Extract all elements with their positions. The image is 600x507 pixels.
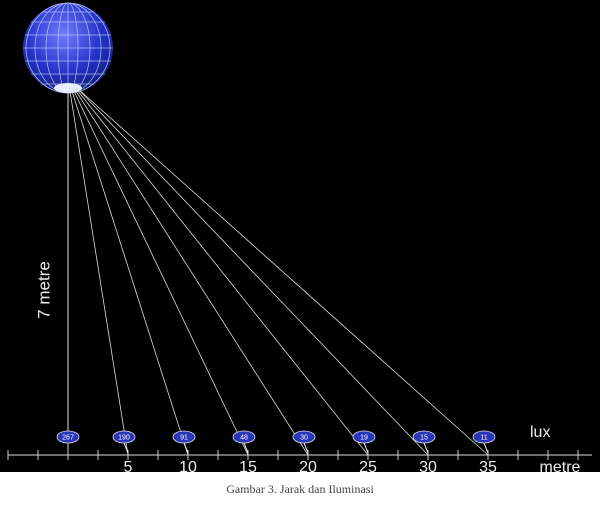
lux-value: 15 bbox=[420, 434, 428, 441]
lux-oval bbox=[172, 430, 196, 444]
distance-label: 30 bbox=[419, 459, 437, 476]
light-ray bbox=[76, 87, 489, 456]
distance-label: 5 bbox=[124, 459, 133, 476]
height-label: 7 metre bbox=[34, 261, 53, 319]
lux-oval bbox=[232, 430, 256, 444]
light-ray bbox=[75, 87, 369, 456]
light-ray bbox=[73, 87, 309, 456]
arrow bbox=[183, 442, 189, 454]
lux-value: 190 bbox=[118, 434, 130, 441]
lux-value: 30 bbox=[300, 434, 308, 441]
distance-label: 35 bbox=[479, 459, 497, 476]
lux-value: 11 bbox=[480, 434, 487, 441]
globe bbox=[23, 2, 113, 94]
light-ray bbox=[76, 87, 429, 456]
light-ray bbox=[69, 87, 129, 456]
lux-oval bbox=[412, 430, 436, 444]
arrow bbox=[243, 442, 249, 454]
arrow bbox=[123, 442, 129, 454]
light-ray bbox=[72, 87, 249, 456]
arrow bbox=[483, 442, 489, 454]
distance-label: 25 bbox=[359, 459, 377, 476]
arrow bbox=[423, 442, 429, 454]
lux-value: 91 bbox=[180, 434, 188, 441]
lux-oval bbox=[352, 430, 376, 444]
lux-value: 19 bbox=[360, 434, 368, 441]
lux-oval bbox=[56, 430, 80, 444]
arrow bbox=[303, 442, 309, 454]
lux-value: 267 bbox=[62, 434, 74, 441]
distance-label: 20 bbox=[299, 459, 317, 476]
arrow bbox=[363, 442, 369, 454]
light-ray bbox=[70, 87, 189, 456]
lux-oval bbox=[112, 430, 136, 444]
lux-oval bbox=[292, 430, 316, 444]
lux-label: lux bbox=[530, 424, 550, 441]
distance-label: 15 bbox=[239, 459, 257, 476]
distance-label: 10 bbox=[179, 459, 197, 476]
distance-unit: metre bbox=[540, 459, 581, 476]
lux-value: 48 bbox=[240, 434, 248, 441]
caption: Gambar 3. Jarak dan Iluminasi bbox=[226, 482, 374, 496]
lux-oval bbox=[472, 430, 496, 444]
